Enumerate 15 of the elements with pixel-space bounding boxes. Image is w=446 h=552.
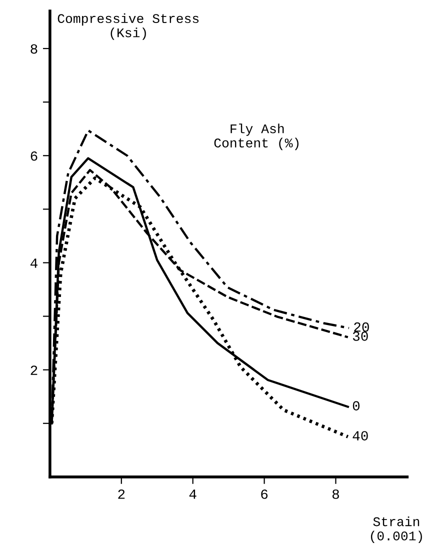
y-tick-label: 8 [30, 44, 38, 54]
series-label: 0 [352, 401, 360, 411]
x-tick-label: 4 [189, 490, 196, 499]
x-tick-label: 8 [332, 490, 339, 499]
series-label: 20 [354, 322, 369, 332]
series-label: 30 [352, 331, 368, 341]
series-label: 40 [352, 431, 368, 440]
y-tick-label: 4 [30, 258, 38, 268]
x-tick-label: 2 [118, 490, 125, 499]
y-tick-label: 2 [30, 366, 38, 375]
y-axis-title: Compressive Stress (Ksi) [58, 13, 199, 40]
legend-title: Fly Ash Content (%) [214, 124, 298, 150]
y-tick-label: 6 [30, 151, 38, 161]
x-axis-title: Strain (0.001) [370, 516, 422, 544]
x-tick-label: 6 [261, 490, 268, 499]
